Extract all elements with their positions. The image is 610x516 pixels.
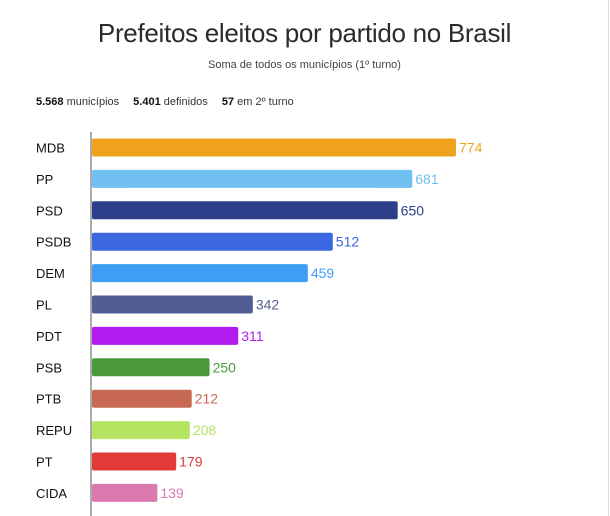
stat-label: municípios [66,96,120,108]
bar [92,232,333,251]
value-label: 179 [179,454,203,470]
stat-municipios: 5.568 municípios [36,96,119,108]
chart-title: Prefeitos eleitos por partido no Brasil [97,18,512,48]
bar [92,483,158,502]
value-label: 212 [195,391,219,407]
category-label: PT [36,455,53,470]
stat-value: 5.568 [36,96,64,108]
value-label: 512 [336,234,360,250]
category-label: DEM [36,266,65,281]
category-label: PSD [36,203,63,218]
bar [92,421,190,440]
value-label: 250 [213,359,237,375]
category-label: PDT [36,329,62,344]
value-label: 459 [311,265,335,281]
stat-definidos: 5.401 definidos [133,96,208,108]
value-label: 774 [459,140,483,156]
stats-row: 5.568 municípios 5.401 definidos 57 em 2… [36,96,308,108]
bar [92,389,192,408]
category-label: PSB [36,360,62,375]
value-label: 342 [256,297,280,313]
category-label: PP [36,172,53,187]
bar [92,326,239,345]
bar [92,138,456,157]
bar [92,295,253,314]
bar [92,452,177,471]
chart-subtitle: Soma de todos os municípios (1º turno) [208,59,401,71]
bar [92,169,413,188]
value-label: 139 [160,485,184,501]
value-label: 650 [401,202,425,218]
bar [92,358,210,377]
stat-label: em 2º turno [237,96,294,108]
stat-label: definidos [163,96,208,108]
category-label: CIDA [36,486,67,501]
category-label: MDB [36,141,65,156]
value-label: 208 [193,422,217,438]
stat-segundo-turno: 57 em 2º turno [222,96,294,108]
category-label: PTB [36,392,61,407]
stat-value: 5.401 [133,96,161,108]
value-label: 681 [415,171,439,187]
bar [92,264,308,283]
stat-value: 57 [221,96,235,108]
category-label: PL [36,298,52,313]
category-label: PSDB [36,235,71,250]
value-label: 311 [241,328,264,344]
bar [92,201,398,220]
category-label: REPU [36,423,72,438]
